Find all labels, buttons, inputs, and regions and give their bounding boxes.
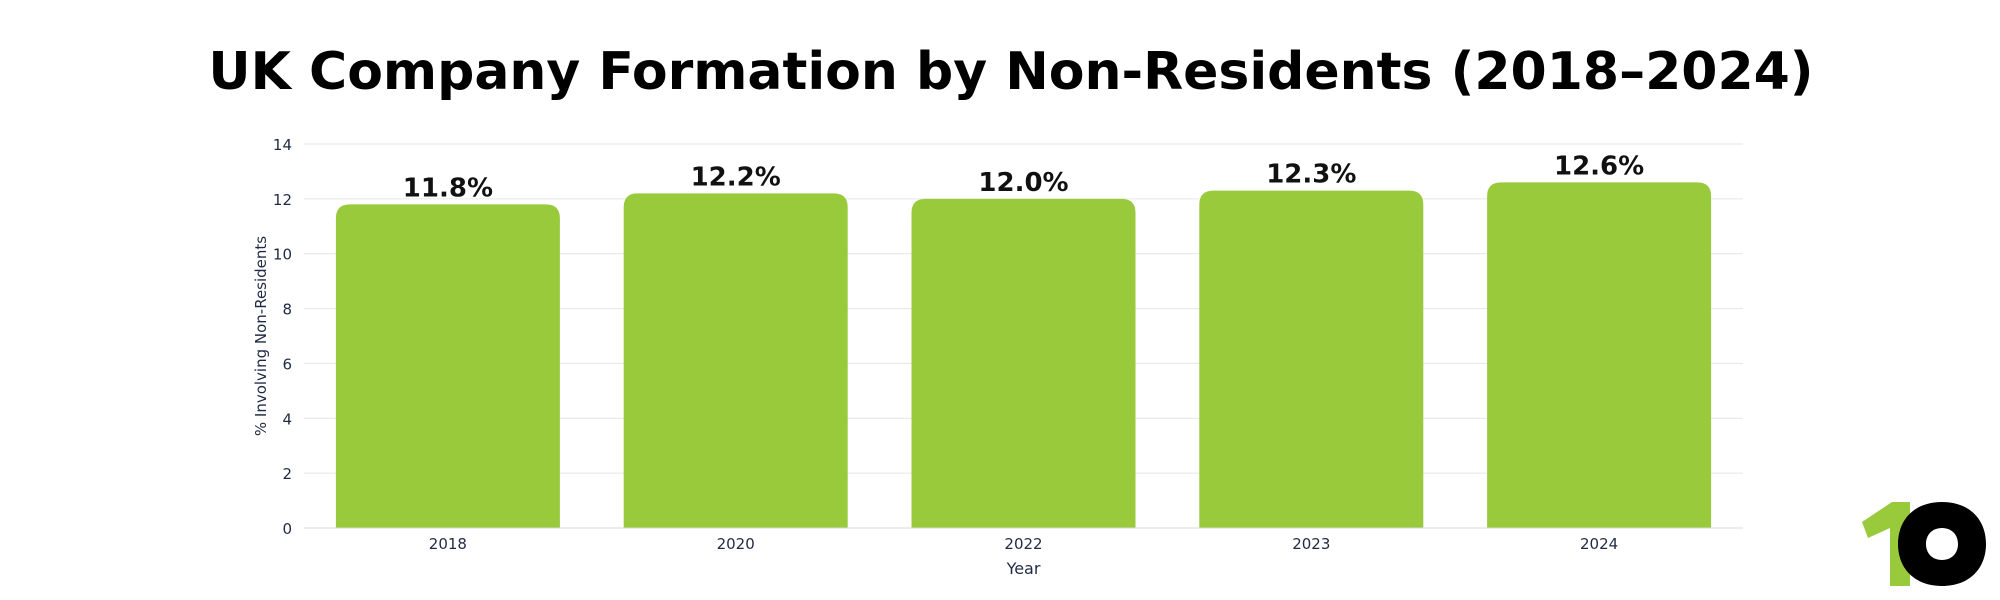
bar-2024: [1487, 182, 1712, 528]
data-label: 12.2%: [691, 162, 781, 192]
x-axis-ticks: 2018 2020 2022 2023 2024: [429, 535, 1618, 553]
y-tick-label: 8: [282, 301, 292, 319]
ten-logo: [1862, 502, 1986, 586]
y-tick-label: 14: [273, 136, 292, 154]
x-tick-label: 2020: [717, 535, 755, 553]
x-axis-title: Year: [1006, 559, 1041, 578]
x-tick-label: 2022: [1004, 535, 1042, 553]
bar-2023: [1199, 190, 1424, 528]
y-axis-title: % Involving Non-Residents: [252, 236, 270, 436]
logo-digit-one: [1862, 502, 1910, 586]
x-tick-label: 2024: [1580, 535, 1618, 553]
chart-title: UK Company Formation by Non-Residents (2…: [208, 42, 1814, 102]
bars: [335, 182, 1712, 529]
y-tick-label: 2: [282, 465, 292, 483]
bar-2020: [623, 193, 848, 528]
x-tick-label: 2018: [429, 535, 467, 553]
logo-digit-zero: [1898, 502, 1986, 586]
y-tick-label: 12: [273, 191, 292, 209]
x-tick-label: 2023: [1292, 535, 1330, 553]
data-label: 12.3%: [1266, 160, 1356, 190]
data-label: 11.8%: [403, 173, 493, 203]
y-tick-label: 4: [282, 410, 292, 428]
y-tick-label: 0: [282, 520, 292, 538]
data-labels: 11.8% 12.2% 12.0% 12.3% 12.6%: [403, 151, 1644, 203]
data-label: 12.6%: [1554, 151, 1644, 181]
y-tick-label: 6: [282, 355, 292, 373]
bar-2022: [911, 198, 1136, 528]
y-axis-ticks: 0 2 4 6 8 10 12 14: [273, 136, 292, 538]
data-label: 12.0%: [978, 168, 1068, 198]
bar-2018: [335, 204, 560, 529]
y-tick-label: 10: [273, 246, 292, 264]
